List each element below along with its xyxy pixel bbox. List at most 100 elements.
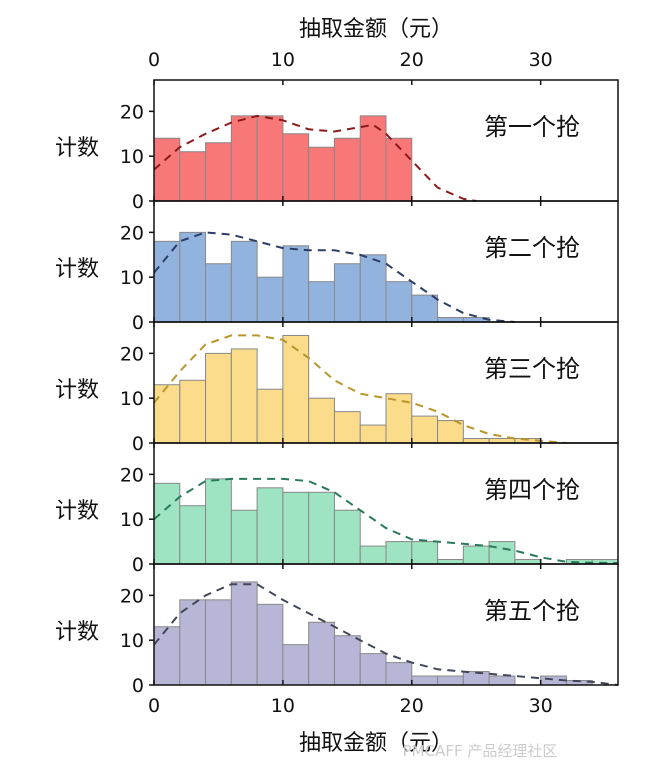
histogram-bar (179, 599, 207, 686)
x-tick-label-top: 30 (529, 49, 553, 71)
histogram-bar (282, 334, 310, 444)
histogram-bar (153, 240, 181, 323)
histogram-bar (333, 137, 361, 202)
histogram-bar (333, 635, 361, 686)
histogram-bar (230, 581, 258, 686)
histogram-bar (308, 491, 335, 565)
y-axis-title: 计数 (55, 136, 99, 161)
y-tick-label: 20 (120, 101, 144, 123)
panel-label: 第一个抢 (484, 113, 580, 141)
y-axis-title: 计数 (55, 620, 99, 645)
histogram-bar (411, 675, 439, 686)
histogram-bar (437, 675, 464, 686)
fit-curve (153, 334, 567, 444)
histogram-bar (462, 545, 490, 565)
histogram-bar (411, 541, 439, 565)
x-tick-label-top: 0 (148, 49, 160, 71)
x-axis-title-bottom: 抽取金额（元） (299, 731, 453, 756)
panel-frame (153, 563, 619, 686)
fit-curve (153, 583, 619, 686)
x-tick-label-bottom: 30 (529, 695, 553, 717)
y-tick-label: 0 (132, 675, 144, 697)
histogram-bar (333, 263, 361, 323)
y-tick-label: 10 (120, 146, 144, 168)
x-tick-label-bottom: 20 (400, 695, 424, 717)
y-tick-label: 20 (120, 343, 144, 365)
y-tick-label: 10 (120, 267, 144, 289)
histogram-bar (488, 541, 516, 565)
y-tick-label: 0 (132, 312, 144, 334)
histogram-bar (205, 478, 232, 565)
histogram-bar (153, 137, 181, 202)
y-axis-title: 计数 (55, 257, 99, 282)
panel-label: 第四个抢 (484, 476, 580, 504)
histogram-bar (205, 352, 232, 444)
y-tick-label: 20 (120, 585, 144, 607)
histogram-bar (411, 415, 439, 444)
panels: 第一个抢计数01020第二个抢计数01020第三个抢计数01020第四个抢计数0… (55, 49, 619, 717)
histogram-bar (359, 545, 387, 565)
histogram-bar (359, 653, 387, 686)
histogram-bar (153, 626, 181, 686)
y-tick-label: 10 (120, 509, 144, 531)
histogram-bar (282, 491, 310, 565)
y-tick-label: 10 (120, 388, 144, 410)
x-tick-label-bottom: 10 (271, 695, 295, 717)
histogram-bar (256, 276, 284, 323)
histogram-bar (230, 240, 258, 323)
panel-label: 第三个抢 (484, 355, 580, 383)
histogram-bar (359, 115, 387, 202)
fit-curve (153, 114, 477, 202)
histogram-bar (179, 379, 207, 444)
histogram-bar (488, 675, 516, 686)
y-tick-label: 10 (120, 630, 144, 652)
y-axis-title: 计数 (55, 378, 99, 403)
histogram-bar (308, 281, 335, 323)
histogram-bar (282, 644, 310, 686)
histogram-bar (179, 231, 207, 323)
histogram-bar (359, 254, 387, 323)
histogram-bar (230, 509, 258, 565)
histogram-bar (179, 151, 207, 202)
histogram-bar (256, 115, 284, 202)
histogram-bar (205, 599, 232, 686)
histogram-bar (256, 603, 284, 686)
histogram-bar (179, 505, 207, 565)
histogram-bar (256, 388, 284, 444)
histogram-bar (359, 424, 387, 444)
y-tick-label: 20 (120, 464, 144, 486)
histogram-bar (205, 142, 232, 202)
x-tick-label-top: 10 (271, 49, 295, 71)
y-tick-label: 0 (132, 191, 144, 213)
panel-label: 第五个抢 (484, 597, 580, 625)
y-tick-label: 0 (132, 554, 144, 576)
histogram-bar (385, 541, 413, 565)
histogram-bar (411, 294, 439, 323)
histogram-bar (282, 133, 310, 202)
x-axis-title-top: 抽取金额（元） (299, 17, 453, 42)
histogram-bar (153, 384, 181, 444)
panel-label: 第二个抢 (484, 234, 580, 262)
histogram-bar (385, 137, 413, 202)
y-tick-label: 0 (132, 433, 144, 455)
histogram-bar (385, 281, 413, 323)
y-tick-label: 20 (120, 222, 144, 244)
histogram-bar (385, 662, 413, 686)
histogram-bar (308, 621, 335, 686)
y-axis-title: 计数 (55, 499, 99, 524)
histogram-bar (205, 263, 232, 323)
histogram-bar (153, 482, 181, 565)
fit-curve (153, 477, 619, 565)
x-tick-label-bottom: 0 (148, 695, 160, 717)
fit-curve (153, 231, 515, 323)
histogram-bar (333, 411, 361, 444)
histogram-bar (333, 509, 361, 565)
watermark: PMCAFF 产品经理社区 (403, 742, 558, 760)
histogram-bar (230, 115, 258, 202)
histogram-bar (230, 348, 258, 444)
x-tick-label-top: 20 (400, 49, 424, 71)
